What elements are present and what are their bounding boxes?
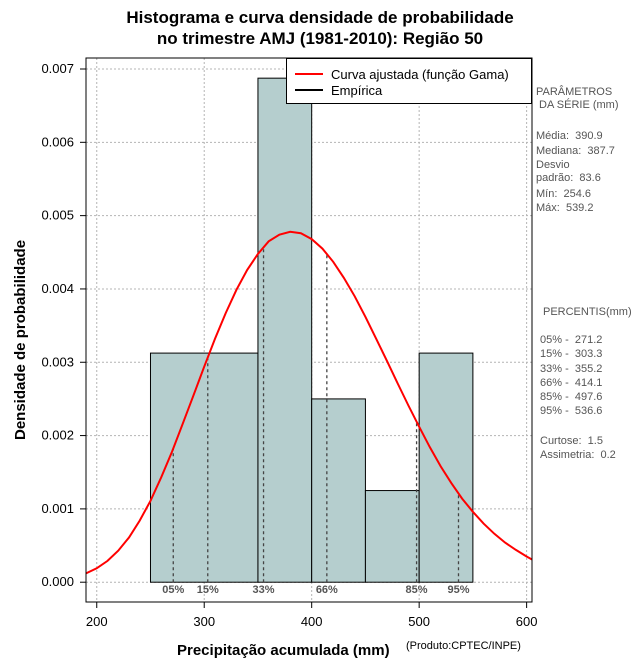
x-tick-label: 300 — [193, 614, 215, 629]
percentile-label-33: 33% — [253, 584, 275, 596]
percentil-85: 85% - 497.6 — [540, 391, 603, 403]
percentil-95: 95% - 536.6 — [540, 405, 603, 417]
percentile-label-66: 66% — [316, 584, 338, 596]
y-tick-label: 0.005 — [41, 208, 74, 223]
bars-layer — [149, 77, 474, 583]
params-header: PARÂMETROS DA SÉRIE (mm) — [536, 86, 619, 111]
percentil-33: 33% - 355.2 — [540, 363, 603, 375]
percentil-66: 66% - 414.1 — [540, 377, 603, 389]
y-tick-label: 0.000 — [41, 574, 74, 589]
y-tick-label: 0.006 — [41, 134, 74, 149]
percentil-15: 15% - 303.3 — [540, 348, 603, 360]
percentile-label-95: 95% — [447, 584, 469, 596]
percentile-layer: 05% 15% 33% 66% 85% 95% — [162, 247, 470, 596]
curve-layer — [85, 230, 533, 575]
percentil-05: 05% - 271.2 — [540, 334, 603, 346]
param-mediana: Mediana: 387.7 — [536, 145, 615, 157]
legend: Curva ajustada (função Gama) Empírica — [286, 58, 532, 104]
histogram-bar-2 — [311, 398, 366, 583]
legend-fit-swatch — [295, 73, 323, 75]
x-tick-label: 600 — [516, 614, 538, 629]
param-max: Máx: 539.2 — [536, 202, 594, 214]
y-tick-label: 0.004 — [41, 281, 74, 296]
fitted-gamma-curve — [85, 230, 533, 575]
y-tick-label: 0.003 — [41, 354, 74, 369]
y-tick-label: 0.007 — [41, 61, 74, 76]
percentis-header: PERCENTIS(mm) — [543, 306, 632, 318]
x-tick-label: 200 — [86, 614, 108, 629]
legend-empirical-swatch — [295, 89, 323, 91]
param-min: Mín: 254.6 — [536, 188, 592, 200]
legend-fit-label: Curva ajustada (função Gama) — [331, 66, 509, 82]
x-tick-label: 400 — [301, 614, 323, 629]
assimetria-value: Assimetria: 0.2 — [540, 449, 616, 461]
histogram-bar-4 — [418, 352, 474, 583]
histogram-bar-1 — [257, 77, 313, 583]
chart-title-line1: Histograma e curva densidade de probabil… — [126, 8, 514, 27]
chart-title-line2: no trimestre AMJ (1981-2010): Região 50 — [156, 29, 484, 48]
legend-empirical-label: Empírica — [331, 82, 383, 98]
credit-label: (Produto:CPTEC/INPE) — [406, 640, 521, 652]
percentile-label-85: 85% — [406, 584, 428, 596]
y-tick-label: 0.001 — [41, 501, 74, 516]
x-axis-label: Precipitação acumulada (mm) — [177, 642, 390, 659]
axis-layer: 0.000 0.001 0.002 0.003 0.004 0.005 0.006 0.007… — [41, 61, 537, 629]
curtose-value: Curtose: 1.5 — [540, 435, 603, 447]
y-axis-label: Densidade de probabilidade — [12, 239, 29, 440]
x-tick-label: 500 — [408, 614, 430, 629]
percentile-label-15: 15% — [197, 584, 219, 596]
histogram-bar-3 — [364, 490, 420, 583]
param-media: Média: 390.9 — [536, 130, 603, 142]
param-desvio: Desvio padrão: 83.6 — [536, 159, 601, 184]
y-tick-label: 0.002 — [41, 428, 74, 443]
legend-item-fit: Curva ajustada (função Gama) — [295, 66, 509, 82]
percentile-label-05: 05% — [162, 584, 184, 596]
legend-item-empirical: Empírica — [295, 82, 382, 98]
histogram-bar-0 — [149, 352, 259, 583]
